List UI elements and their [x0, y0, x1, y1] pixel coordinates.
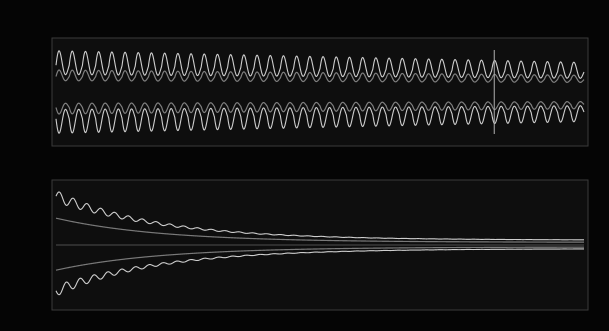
top-panel-series	[55, 50, 585, 134]
top-series-upper-inner-line	[55, 69, 585, 83]
top-panel	[51, 37, 589, 147]
top-series-lower-outer-line	[55, 105, 585, 134]
bottom-series-lower-envelope-outer-line	[55, 248, 585, 296]
bottom-series-upper-envelope-inner-line	[55, 217, 584, 243]
bottom-panel	[51, 179, 589, 311]
bottom-panel-series	[55, 191, 585, 296]
top-series-lower-inner-line	[55, 101, 585, 115]
bottom-series-lower-envelope-inner-line	[55, 246, 584, 271]
top-series-upper-outer-line	[55, 50, 585, 79]
bottom-series-upper-envelope-outer-line	[55, 191, 585, 241]
